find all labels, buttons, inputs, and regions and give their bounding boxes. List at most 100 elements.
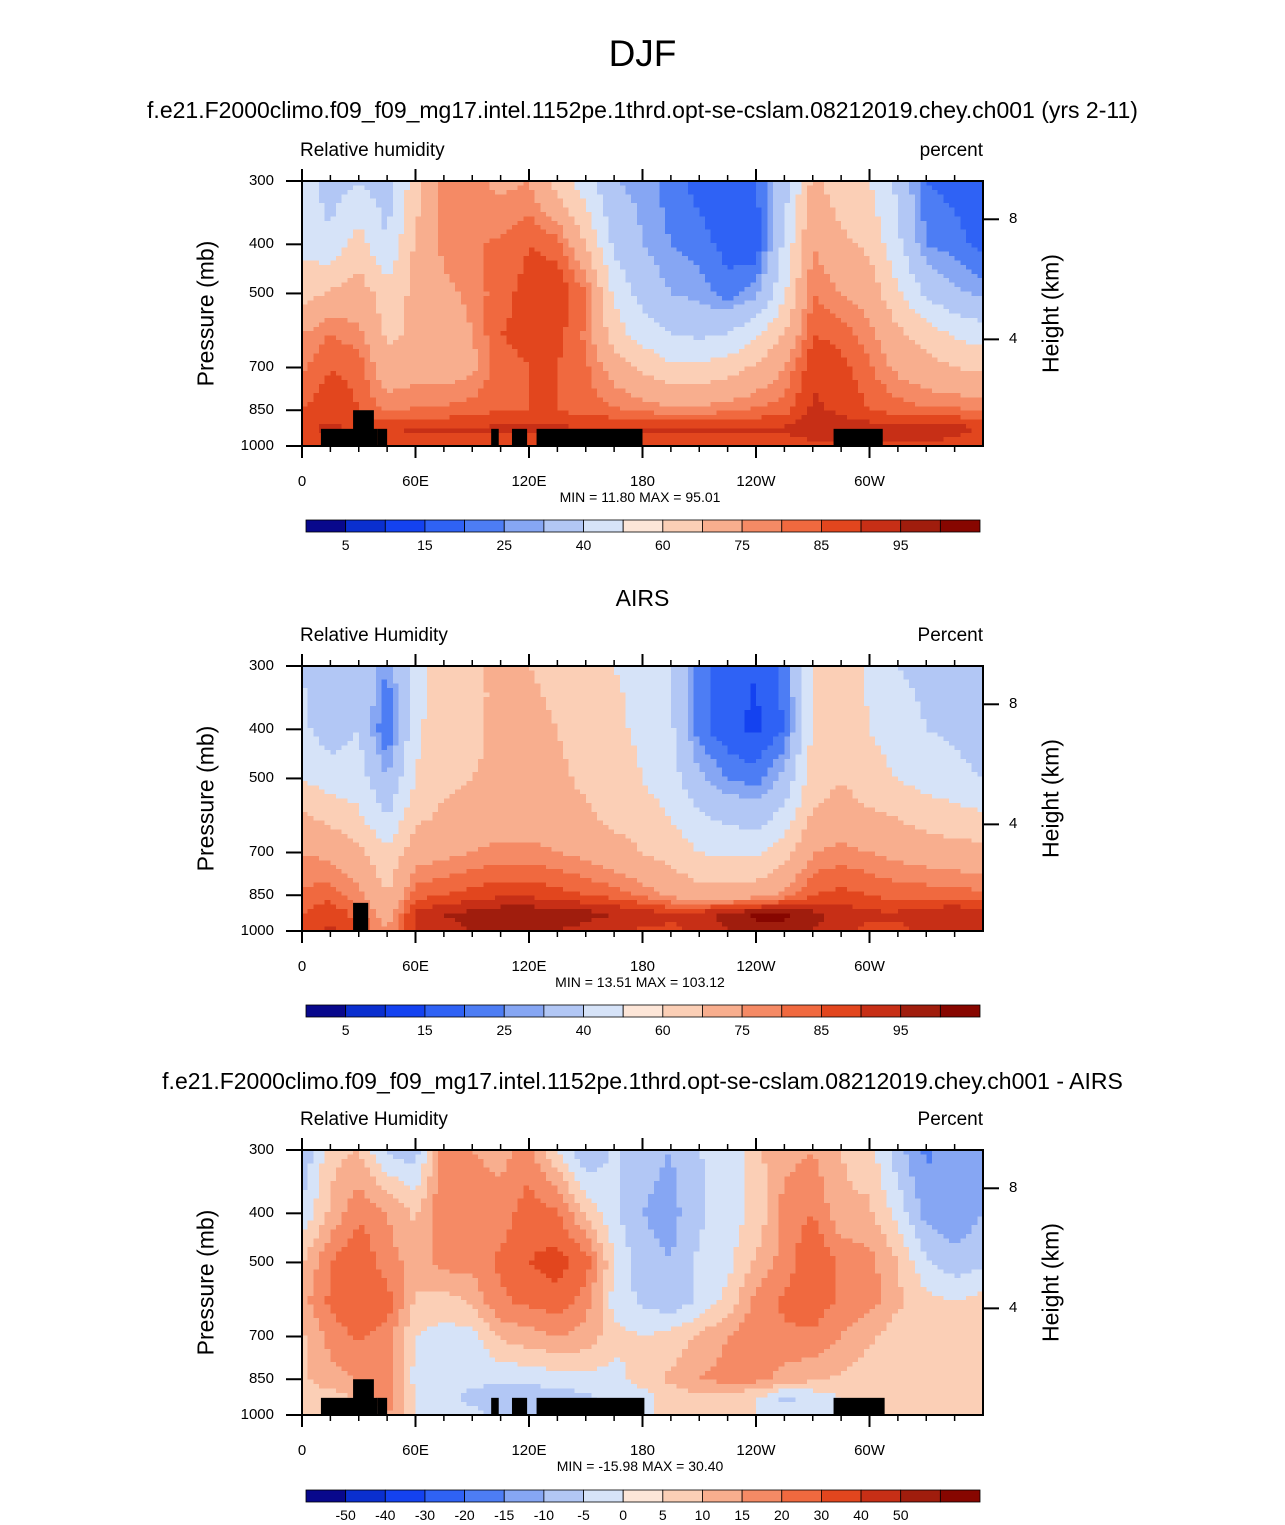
heatmap-cell [807,300,814,306]
heatmap-cell [886,295,893,301]
heatmap-cell [699,247,706,253]
heatmap-cell [778,256,785,262]
heatmap-cell [790,300,797,306]
heatmap-cell [875,211,882,217]
heatmap-cell [517,278,524,284]
heatmap-cell [948,282,956,288]
heatmap-cell [648,335,655,341]
heatmap-cell [347,189,354,195]
heatmap-cell [574,282,581,288]
heatmap-cell [398,353,405,359]
heatmap-cell [432,251,439,257]
heatmap-cell [307,211,314,217]
heatmap-cell [546,295,553,301]
heatmap-cell [937,357,944,363]
heatmap-cell [943,282,950,288]
heatmap-cell [336,251,343,257]
heatmap-cell [829,229,837,235]
heatmap-cell [324,282,331,288]
heatmap-cell [324,313,331,319]
heatmap-cell [841,247,848,253]
heatmap-cell [313,291,320,297]
heatmap-cell [551,362,558,368]
heatmap-cell [903,251,910,257]
heatmap-cell [716,309,723,315]
heatmap-cell [767,269,774,275]
heatmap-cell [398,309,405,315]
heatmap-cell [801,181,808,187]
heatmap-cell [914,203,922,209]
heatmap-cell [642,326,649,332]
heatmap-cell [835,353,842,359]
heatmap-cell [302,260,309,266]
heatmap-cell [699,194,706,200]
heatmap-cell [580,211,587,217]
heatmap-cell [608,362,615,368]
heatmap-cell [421,357,428,363]
heatmap-cell [415,234,422,240]
heatmap-cell [421,211,428,217]
heatmap-cell [744,251,751,257]
heatmap-cell [517,269,524,275]
heatmap-cell [460,229,468,235]
heatmap-cell [773,278,780,284]
heatmap-cell [761,273,768,279]
heatmap-cell [460,194,468,200]
heatmap-cell [926,304,933,310]
heatmap-cell [353,300,360,306]
heatmap-cell [653,264,661,270]
heatmap-cell [937,282,944,288]
heatmap-cell [682,225,689,231]
heatmap-cell [909,340,916,346]
heatmap-cell [597,287,604,293]
heatmap-cell [597,234,604,240]
heatmap-cell [375,207,383,213]
heatmap-cell [602,203,610,209]
heatmap-cell [880,256,888,262]
heatmap-cell [455,207,462,213]
heatmap-cell [330,348,337,354]
heatmap-cell [455,304,462,310]
heatmap-cell [926,300,933,306]
heatmap-cell [948,309,956,315]
heatmap-cell [880,211,888,217]
heatmap-cell [540,264,547,270]
heatmap-cell [721,326,729,332]
heatmap-cell [302,304,309,310]
heatmap-cell [494,317,502,323]
heatmap-cell [733,242,740,248]
heatmap-cell [812,287,820,293]
heatmap-cell [801,317,808,323]
heatmap-cell [631,238,638,244]
heatmap-cell [466,203,473,209]
heatmap-cell [551,357,558,363]
heatmap-cell [801,220,808,226]
heatmap-cell [472,278,479,284]
heatmap-cell [381,313,388,319]
heatmap-cell [869,256,876,262]
heatmap-cell [347,304,354,310]
heatmap-cell [750,304,757,310]
heatmap-cell [676,322,683,328]
heatmap-cell [909,348,916,354]
heatmap-cell [494,344,502,350]
heatmap-cell [438,242,445,248]
heatmap-cell [370,234,377,240]
heatmap-cell [449,238,456,244]
heatmap-cell [761,256,768,262]
heatmap-cell [960,194,967,200]
heatmap-cell [551,287,558,293]
heatmap-cell [404,335,411,341]
heatmap-cell [608,278,615,284]
heatmap-cell [353,247,360,253]
heatmap-cell [557,295,564,301]
heatmap-cell [511,300,519,306]
heatmap-cell [517,260,524,266]
heatmap-cell [636,242,644,248]
heatmap-cell [744,295,751,301]
heatmap-cell [466,269,473,275]
heatmap-cell [511,198,519,204]
heatmap-cell [455,225,462,231]
heatmap-cell [682,185,689,191]
heatmap-cell [761,331,768,337]
